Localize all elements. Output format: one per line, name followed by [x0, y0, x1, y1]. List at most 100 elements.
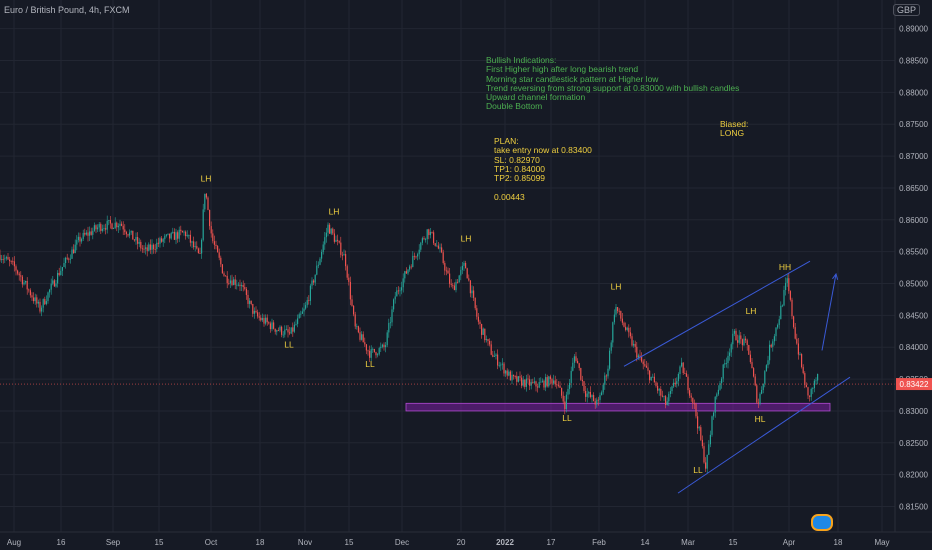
candle-body — [780, 305, 782, 320]
candle-body — [477, 316, 479, 322]
candle-body — [122, 225, 124, 230]
candle-body — [685, 373, 687, 377]
candle-body — [263, 318, 265, 324]
candle-body — [481, 323, 483, 335]
candle-body — [385, 345, 387, 348]
candle-body — [655, 382, 657, 386]
candle-body — [138, 241, 140, 244]
candle-body — [82, 232, 84, 239]
candle-body — [121, 223, 123, 226]
candle-body — [466, 268, 468, 279]
candle-body — [97, 227, 99, 230]
candle-body — [407, 269, 409, 274]
candle-body — [645, 365, 647, 368]
candle-body — [365, 344, 367, 351]
candle-body — [618, 310, 620, 312]
candle-body — [26, 280, 28, 290]
candle-body — [114, 222, 116, 229]
candle-body — [293, 324, 295, 332]
candle-body — [255, 310, 257, 313]
candle-body — [626, 327, 628, 330]
candle-body — [569, 382, 571, 389]
candle-body — [679, 366, 681, 374]
candle-body — [55, 283, 57, 287]
candle-body — [196, 246, 198, 249]
candle-body — [633, 343, 635, 346]
candle-body — [695, 403, 697, 417]
candle-body — [229, 280, 231, 284]
candle-body — [204, 193, 206, 210]
candle-body — [169, 233, 171, 239]
candle-body — [66, 257, 68, 259]
candle-body — [727, 355, 729, 363]
candle-body — [505, 370, 507, 374]
candle-body — [644, 364, 646, 366]
candle-body — [149, 244, 151, 250]
bullish-indications-note: Bullish Indications: First Higher high af… — [486, 55, 739, 112]
candle-body — [493, 356, 495, 357]
candle-body — [28, 289, 30, 291]
candle-body — [717, 389, 719, 395]
candle-body — [116, 222, 118, 228]
candle-body — [421, 238, 423, 243]
candle-body — [308, 300, 310, 301]
candle-body — [745, 338, 747, 341]
currency-badge[interactable]: GBP — [892, 4, 920, 16]
candle-body — [185, 231, 187, 237]
candle-body — [4, 258, 6, 260]
candle-body — [159, 238, 161, 244]
candle-body — [260, 317, 262, 321]
candle-body — [781, 305, 783, 307]
candle-body — [215, 244, 217, 246]
candle-body — [602, 384, 604, 393]
candle-body — [535, 381, 537, 387]
candle-body — [381, 344, 383, 347]
candle-body — [44, 299, 46, 305]
candle-body — [180, 229, 182, 232]
candle-body — [89, 231, 91, 236]
candle-body — [316, 265, 318, 275]
candle-body — [389, 322, 391, 324]
candle-body — [753, 368, 755, 377]
candle-body — [321, 251, 323, 259]
candle-body — [495, 354, 497, 357]
candle-body — [402, 278, 404, 288]
candle-body — [669, 391, 671, 394]
candle-body — [170, 232, 172, 239]
candle-body — [269, 323, 271, 330]
candle-body — [285, 329, 287, 331]
candle-body — [33, 297, 35, 302]
candle-body — [724, 363, 726, 365]
symbol-title: Euro / British Pound, 4h, FXCM — [4, 5, 130, 15]
candle-body — [484, 328, 486, 341]
candle-body — [5, 257, 7, 259]
candle-body — [807, 387, 809, 396]
swing-label: LH — [746, 306, 757, 316]
candle-body — [629, 332, 631, 337]
projection-arrow — [821, 273, 837, 351]
swing-label: LH — [461, 233, 472, 243]
candle-body — [804, 373, 806, 385]
candle-body — [153, 244, 155, 250]
candle-body — [445, 270, 447, 272]
candle-body — [786, 278, 788, 283]
candle-body — [815, 380, 817, 382]
candle-body — [503, 363, 505, 374]
candle-body — [172, 231, 174, 233]
candle-body — [546, 377, 548, 387]
candle-body — [511, 374, 513, 381]
candle-body — [303, 308, 305, 312]
candle-body — [397, 290, 399, 292]
candle-body — [649, 370, 651, 381]
candle-body — [92, 230, 94, 235]
candle-body — [125, 232, 127, 235]
candle-body — [476, 308, 478, 317]
candle-body — [741, 339, 743, 346]
candle-body — [746, 340, 748, 346]
candle-body — [146, 247, 148, 251]
candle-body — [157, 242, 159, 244]
bullish-line: First Higher high after long bearish tre… — [486, 64, 639, 75]
candle-body — [338, 240, 340, 243]
